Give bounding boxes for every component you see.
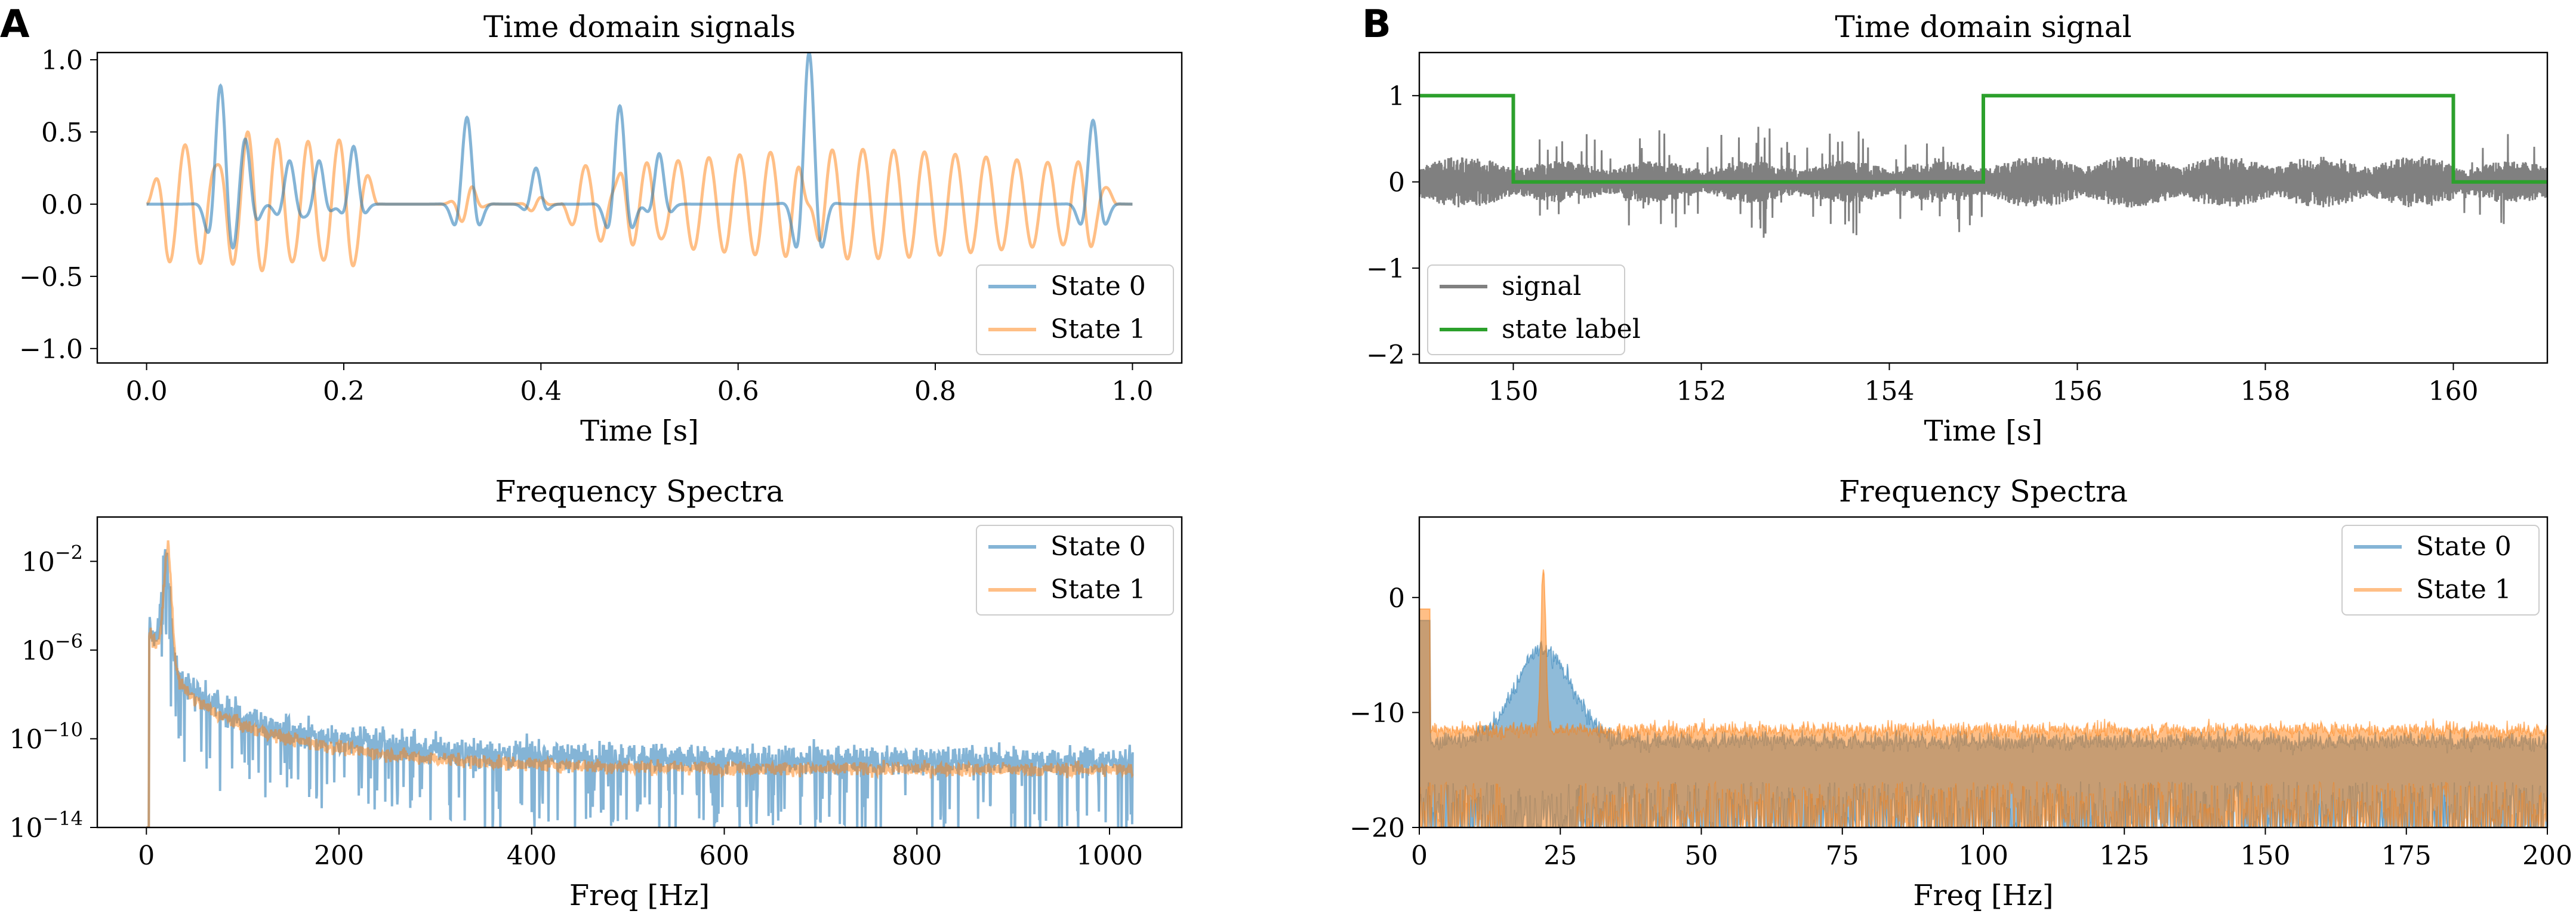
series-area-state-1: [1419, 569, 2547, 827]
series-line-state-label: [1419, 94, 2547, 184]
x-tick-label: 25: [1543, 841, 1577, 871]
x-tick-label: 160: [2429, 376, 2479, 407]
y-tick-label: −1.0: [19, 334, 83, 365]
x-tick-label: 50: [1685, 841, 1718, 871]
y-tick-label: 10−2: [21, 541, 83, 577]
legend-label: State 0: [1050, 531, 1146, 562]
y-tick-label: −20: [1349, 813, 1405, 844]
legend-label: State 1: [2416, 574, 2512, 605]
chart-title: Time domain signals: [483, 10, 796, 44]
x-axis-label: Time [s]: [1924, 414, 2043, 448]
panel-label-a: A: [0, 2, 30, 47]
x-tick-label: 150: [1489, 376, 1539, 407]
chart-b-frequency-spectra: Frequency Spectra 0 25 50 75 100 125 150 175 200 0…: [1349, 474, 2572, 912]
x-tick-label: 800: [892, 841, 942, 871]
series-line-state-0: [146, 53, 1133, 250]
x-tick-label: 400: [507, 841, 557, 871]
legend: State 0 State 1: [976, 264, 1174, 355]
y-tick-label: 1: [1388, 81, 1405, 112]
legend-label: state label: [1502, 314, 1641, 344]
y-tick-label: −1: [1366, 254, 1405, 284]
y-tick-label: 10−14: [9, 807, 83, 844]
chart-title: Frequency Spectra: [495, 474, 784, 509]
x-tick-label: 150: [2241, 841, 2291, 871]
x-tick-label: 100: [1958, 841, 2008, 871]
series-line-state-1: [146, 130, 1133, 273]
legend: signal state label: [1427, 264, 1641, 355]
chart-title: Frequency Spectra: [1839, 474, 2128, 509]
legend-label: State 0: [2416, 531, 2512, 562]
axes-frame: [1418, 51, 2549, 364]
chart-b-time-domain: Time domain signal 150 152 154 156 158 160 1 0 −1…: [1366, 10, 2549, 448]
series-line-state-0: [146, 549, 1134, 827]
x-tick-label: 0.0: [126, 376, 168, 407]
x-tick-label: 200: [2522, 841, 2572, 871]
legend-label: State 1: [1050, 314, 1146, 344]
y-tick-label: 0.0: [41, 190, 83, 220]
axes-frame: [96, 51, 1183, 364]
x-tick-label: 75: [1826, 841, 1859, 871]
x-tick-label: 0.6: [717, 376, 759, 407]
x-tick-label: 0.8: [914, 376, 956, 407]
y-tick-label: 0: [1388, 583, 1405, 614]
x-tick-label: 152: [1677, 376, 1727, 407]
x-tick-label: 0: [138, 841, 155, 871]
y-tick-label: 0.5: [41, 118, 83, 148]
x-tick-label: 600: [700, 841, 750, 871]
x-tick-label: 200: [314, 841, 364, 871]
x-tick-label: 1.0: [1111, 376, 1153, 407]
x-tick-label: 1000: [1076, 841, 1143, 871]
panel-label-b: B: [1362, 2, 1391, 47]
y-tick-label: −10: [1349, 698, 1405, 728]
y-tick-label: 1.0: [41, 45, 83, 76]
legend: State 0 State 1: [976, 525, 1174, 616]
chart-title: Time domain signal: [1835, 10, 2131, 44]
x-tick-label: 0: [1411, 841, 1428, 871]
y-tick-label: −0.5: [19, 262, 83, 293]
x-tick-label: 0.2: [323, 376, 365, 407]
legend-label: signal: [1502, 271, 1581, 301]
y-tick-label: 10−10: [9, 718, 83, 755]
x-tick-label: 0.4: [520, 376, 562, 407]
x-axis-label: Time [s]: [580, 414, 699, 448]
legend-label: State 1: [1050, 574, 1146, 605]
series-line-state-1: [146, 540, 1134, 827]
legend: State 0 State 1: [2341, 525, 2540, 616]
x-axis-label: Freq [Hz]: [1913, 879, 2053, 912]
chart-a-frequency-spectra: Frequency Spectra 0 200 400 600 800 1000 10−2 10…: [9, 474, 1183, 912]
y-tick-label: 10−6: [21, 630, 83, 666]
y-tick-label: 0: [1388, 168, 1405, 198]
x-axis-label: Freq [Hz]: [569, 879, 710, 912]
chart-a-time-domain: Time domain signals 0.0 0.2 0.4 0.6 0.8 1.0 −1.…: [19, 10, 1183, 448]
axes-frame: [96, 516, 1183, 829]
x-tick-label: 175: [2381, 841, 2432, 871]
x-tick-label: 158: [2241, 376, 2291, 407]
x-tick-label: 156: [2053, 376, 2103, 407]
y-tick-label: −2: [1366, 340, 1405, 371]
x-tick-label: 125: [2099, 841, 2149, 871]
legend-label: State 0: [1050, 271, 1146, 301]
x-tick-label: 154: [1865, 376, 1915, 407]
